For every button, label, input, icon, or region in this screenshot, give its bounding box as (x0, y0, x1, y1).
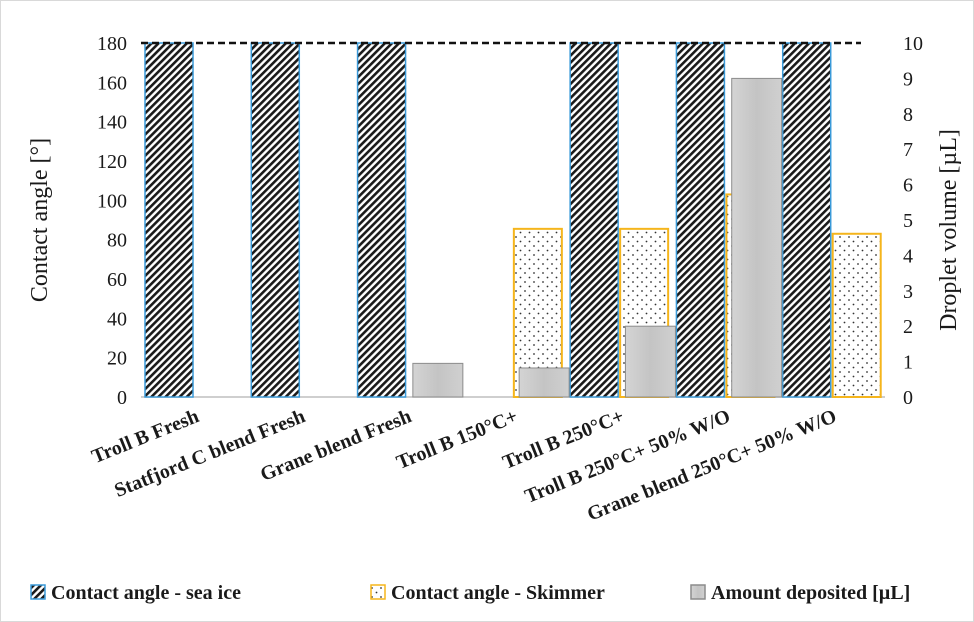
y2-tick-label: 10 (903, 33, 923, 55)
bar-sea-ice (781, 42, 832, 398)
y-tick-label: 140 (97, 112, 127, 134)
category-label: Troll B 150°C+ (393, 405, 521, 474)
bar-deposited (624, 325, 676, 398)
y-tick-label: 100 (97, 190, 127, 212)
bar-sea-ice (675, 42, 726, 398)
bar-sea-ice (250, 42, 301, 398)
legend-swatch (30, 584, 46, 600)
category-label: Statfjord C blend Fresh (111, 405, 308, 502)
legend-swatch (370, 584, 386, 600)
y2-tick-label: 7 (903, 139, 913, 161)
y2-tick-label: 5 (903, 210, 913, 232)
y-tick-label: 120 (97, 151, 127, 173)
legend: Contact angle - sea ice Contact angle - S… (30, 582, 910, 604)
y2-tick-label: 2 (903, 316, 913, 338)
bar-deposited (412, 362, 464, 398)
y-tick-label: 0 (117, 387, 127, 409)
y2-tick-label: 8 (903, 104, 913, 126)
legend-label: Contact angle - Skimmer (391, 582, 605, 604)
axes-group: 0 20 40 60 80 100 120 140 160 180 0 1 2 3 4 5 6 7 8 9 10 Cont… (27, 33, 962, 409)
legend-label: Contact angle - sea ice (51, 582, 241, 604)
bar-skimmer (831, 232, 882, 398)
y2-axis-title: Droplet volume [µL] (936, 129, 962, 331)
y-tick-label: 180 (97, 33, 127, 55)
y2-tick-label: 9 (903, 68, 913, 90)
y-tick-label: 40 (107, 308, 127, 330)
y-axis-title: Contact angle [°] (27, 138, 53, 302)
y2-tick-label: 1 (903, 352, 913, 374)
legend-label: Amount deposited [µL] (711, 582, 910, 604)
y2-tick-label: 3 (903, 281, 913, 303)
y2-tick-label: 6 (903, 175, 913, 197)
bar-deposited (518, 367, 570, 398)
y2-tick-label: 0 (903, 387, 913, 409)
bar-deposited (731, 77, 783, 398)
y-tick-label: 60 (107, 269, 127, 291)
bar-sea-ice (569, 42, 619, 398)
bars-group (141, 41, 882, 398)
y-tick-label: 80 (107, 230, 127, 252)
y2-tick-label: 4 (903, 245, 913, 267)
y-tick-label: 20 (107, 348, 127, 370)
legend-swatch (690, 584, 706, 600)
bar-sea-ice (144, 42, 194, 398)
y-tick-label: 160 (97, 72, 127, 94)
bar-sea-ice (356, 42, 407, 398)
